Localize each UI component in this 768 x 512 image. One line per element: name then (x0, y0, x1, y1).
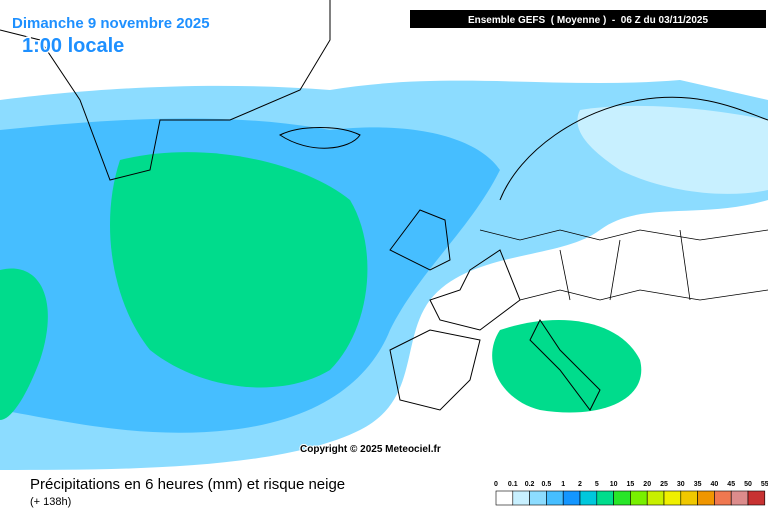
map: Copyright © 2025 Meteociel.fr (0, 0, 768, 470)
legend-swatch (646, 490, 665, 506)
lead-time: (+ 138h) (30, 496, 71, 508)
precip-green (0, 268, 48, 420)
legend-swatch (529, 490, 547, 506)
coastline (389, 329, 481, 411)
footer-title: Précipitations en 6 heures (mm) et risqu… (30, 476, 345, 493)
legend-swatch (579, 490, 598, 506)
legend-label: 35 (694, 481, 702, 488)
legend-label: 0 (494, 481, 498, 488)
legend-label: 25 (660, 481, 668, 488)
model-info: Ensemble GEFS ( Moyenne ) - 06 Z du 03/1… (468, 15, 709, 26)
legend-swatch (747, 490, 766, 506)
legend-label: 0.1 (508, 481, 518, 488)
legend-swatch (546, 490, 564, 506)
coastline (429, 249, 521, 331)
legend-label: 5 (595, 481, 599, 488)
legend-label: 50 (744, 481, 752, 488)
legend-swatch (730, 490, 749, 506)
legend-swatch (630, 490, 648, 506)
legend-swatch (613, 490, 631, 506)
legend-label: 1 (561, 481, 565, 488)
date: Dimanche 9 novembre 2025 (12, 15, 210, 32)
legend-swatch (596, 490, 614, 506)
legend-label: 15 (627, 481, 635, 488)
legend-label: 55 (761, 481, 768, 488)
coastline (0, 0, 331, 181)
legend-swatch (680, 490, 698, 506)
precip-light (577, 105, 768, 194)
model-banner (410, 10, 766, 28)
coastline (529, 319, 601, 411)
country-border (479, 229, 768, 301)
legend-label: 0.5 (542, 481, 552, 488)
legend-label: 30 (677, 481, 685, 488)
coastline (279, 127, 361, 149)
legend-label: 2 (578, 481, 582, 488)
copyright: Copyright © 2025 Meteociel.fr (300, 444, 441, 455)
legend-label: 40 (711, 481, 719, 488)
precip-green (492, 320, 642, 413)
legend: 0 0.1 0.2 0.5 1 2 5 10 15 20 25 30 35 40 45 50 55 (494, 481, 768, 506)
legend-label: 0.2 (525, 481, 535, 488)
legend-swatch (697, 490, 715, 506)
coastline (389, 209, 451, 271)
legend-label: 20 (643, 481, 651, 488)
legend-swatch (714, 490, 732, 506)
legend-swatch (495, 490, 514, 506)
local-time: 1:00 locale (22, 35, 124, 57)
legend-swatch (663, 490, 682, 506)
legend-swatch (512, 490, 530, 506)
precip-green (110, 152, 368, 388)
legend-label: 10 (610, 481, 618, 488)
legend-label: 45 (727, 481, 735, 488)
legend-swatch (562, 490, 581, 506)
coastline (499, 96, 768, 201)
